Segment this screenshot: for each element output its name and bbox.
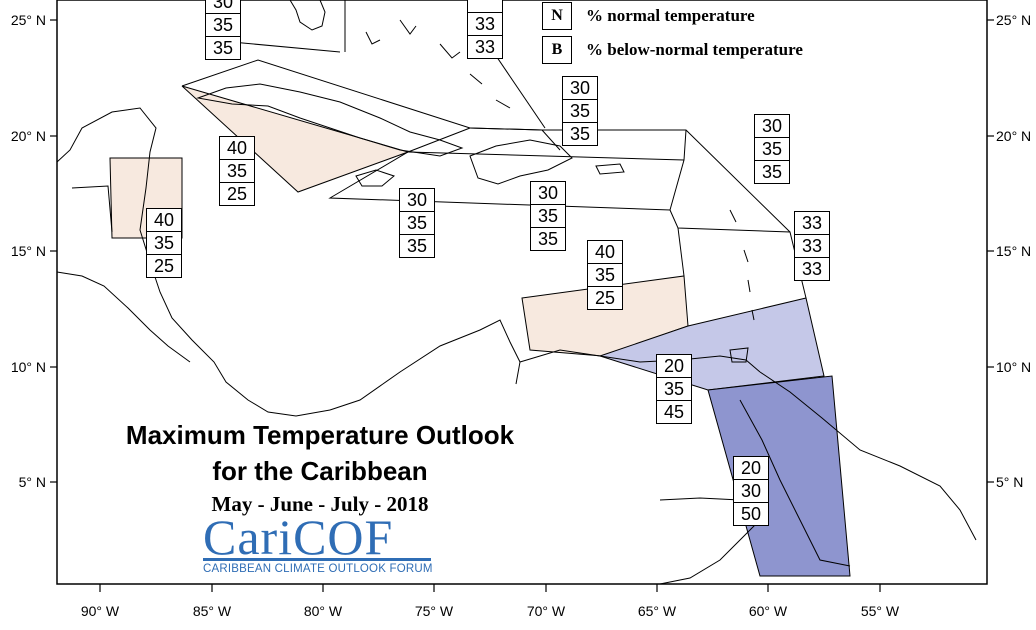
forecast-above: 30 [206,0,240,14]
forecast-above: 20 [657,355,691,378]
forecast-below: 25 [226,184,248,204]
lon-label: 80° W [304,603,343,619]
forecast-normal: 30 [734,480,768,503]
forecast-normal: 35 [657,378,691,401]
forecast-above: 40 [588,241,622,264]
forecast-box-cuba-cayman: 40 35 25 [219,136,255,206]
forecast-above [468,0,502,13]
forecast-above: 33 [795,212,829,235]
forecast-box-trinidad-tobago: 20 35 45 [656,354,692,424]
lon-label: 55° W [861,603,900,619]
longitude-labels: 90° W 85° W 80° W 75° W 70° W 65° W 60° … [81,603,900,619]
lon-label: 70° W [527,603,566,619]
zone-guianas [707,375,851,577]
lat-label: 20° N [996,128,1031,144]
forecast-above: 20 [734,457,768,480]
lat-label: 25° N [996,12,1031,28]
lon-label: 65° W [638,603,677,619]
map-title-line2: for the Caribbean [212,456,428,486]
forecast-below: 50 [740,504,762,524]
forecast-normal: 35 [206,14,240,37]
forecast-below: 35 [406,236,428,256]
lon-label: 90° W [81,603,120,619]
legend-text: % normal temperature [586,6,755,25]
forecast-box-northern-bahamas-cuba-west: 30 35 35 [205,0,241,60]
map-frame [56,0,988,585]
forecast-below: 35 [537,229,559,249]
forecast-box-guianas: 20 30 50 [733,456,769,526]
legend-normal: N % normal temperature [542,2,755,30]
forecast-below: 35 [212,38,234,58]
lat-label: 10° N [11,359,46,375]
caricof-logo: CariCOF [203,509,394,565]
forecast-box-hispaniola: 30 35 35 [530,181,566,251]
latitude-labels-left: 25° N 20° N 15° N 10° N 5° N [11,12,46,490]
forecast-above: 30 [400,189,434,212]
forecast-box-southeast-bahamas: 30 35 35 [562,76,598,146]
map-subtitle: May - June - July - 2018 [211,492,429,516]
forecast-box-belize: 40 35 25 [146,208,182,278]
logo-tagline: CARIBBEAN CLIMATE OUTLOOK FORUM [203,563,433,575]
forecast-above: 40 [147,209,181,232]
forecast-below: 33 [801,259,823,279]
lat-label: 20° N [11,128,46,144]
axis-ticks [50,19,994,592]
legend-text: % below-normal temperature [586,40,803,59]
forecast-normal: 35 [563,100,597,123]
forecast-box-abc-islands: 40 35 25 [587,240,623,310]
forecast-normal: 35 [220,160,254,183]
forecast-box-central-bahamas: 33 33 [467,0,503,59]
forecast-box-windward-islands: 33 33 33 [794,211,830,281]
forecast-box-leeward-islands: 30 35 35 [754,114,790,184]
lon-label: 85° W [193,603,232,619]
forecast-normal: 35 [531,205,565,228]
map-title-line1: Maximum Temperature Outlook [125,420,515,450]
forecast-below: 25 [153,256,175,276]
forecast-normal: 35 [755,138,789,161]
forecast-above: 30 [531,182,565,205]
forecast-below: 35 [569,124,591,144]
forecast-above: 30 [755,115,789,138]
legend-key: B [542,36,572,64]
forecast-normal: 35 [147,232,181,255]
lat-label: 15° N [996,243,1031,259]
lon-label: 60° W [749,603,788,619]
forecast-normal: 33 [795,235,829,258]
forecast-box-jamaica: 30 35 35 [399,188,435,258]
forecast-normal: 33 [468,13,502,36]
forecast-below: 35 [761,162,783,182]
forecast-below: 33 [474,37,496,57]
lat-label: 5° N [996,474,1023,490]
lat-label: 5° N [19,474,46,490]
lat-label: 15° N [11,243,46,259]
forecast-normal: 35 [400,212,434,235]
legend-key: N [542,2,572,30]
zone-cuba-cayman [181,85,410,193]
forecast-normal: 35 [588,264,622,287]
logo-divider [203,558,431,561]
latitude-labels-right: 25° N 20° N 15° N 10° N 5° N [996,12,1031,490]
forecast-below: 45 [663,402,685,422]
lon-label: 75° W [415,603,454,619]
forecast-below: 25 [594,288,616,308]
forecast-above: 40 [220,137,254,160]
forecast-above: 30 [563,77,597,100]
lat-label: 25° N [11,12,46,28]
lat-label: 10° N [996,359,1031,375]
legend-below: B % below-normal temperature [542,36,803,64]
